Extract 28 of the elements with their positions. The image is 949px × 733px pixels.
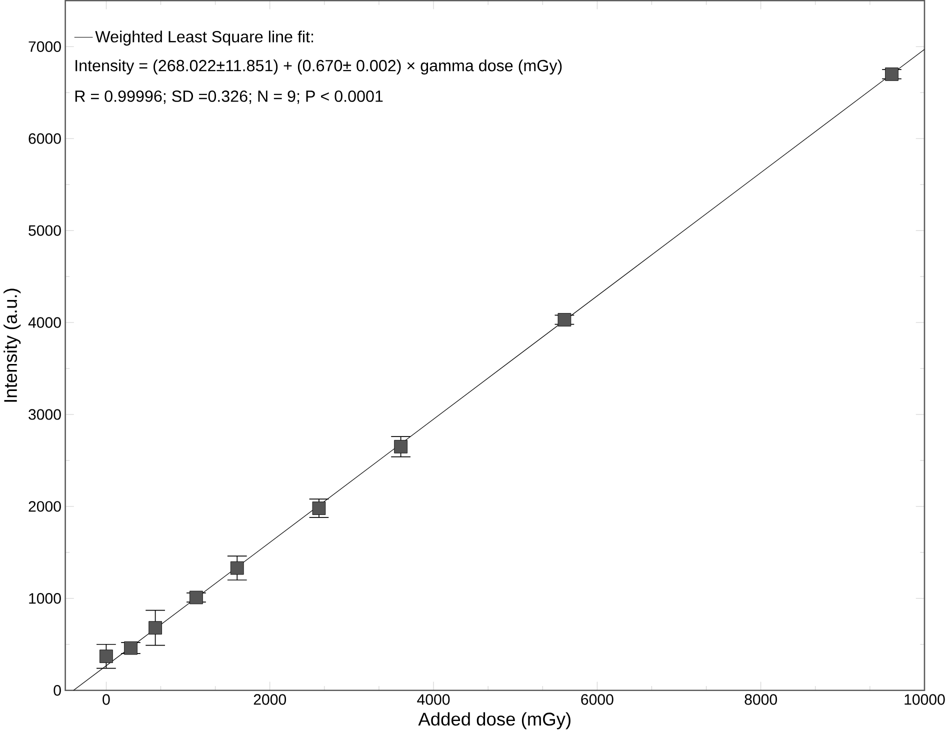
x-tick-label: 2000 — [254, 694, 286, 705]
point — [394, 440, 408, 454]
y-tick-label: 6000 — [28, 133, 61, 144]
x-tick-label: 8000 — [744, 694, 777, 705]
x-axis-title: Added dose (mGy) — [418, 712, 570, 730]
point — [100, 650, 113, 664]
legend-label: Weighted Least Square line fit: — [95, 30, 314, 46]
x-tick-label: 0 — [102, 694, 110, 705]
annotation: R = 0.99996; SD =0.326; N = 9; P < 0.0001 — [75, 90, 383, 104]
point — [124, 641, 138, 655]
y-axis-title: Intensity (a.u.) — [4, 288, 21, 402]
point — [558, 313, 572, 326]
y-tick-label: 0 — [54, 685, 61, 696]
y-tick-label: 1000 — [29, 593, 61, 604]
y-tick-label: 3000 — [28, 409, 61, 420]
y-tick-label: 5000 — [28, 225, 61, 236]
point — [190, 590, 203, 604]
point — [312, 502, 326, 516]
y-tick-label: 2000 — [28, 501, 61, 512]
point — [230, 561, 244, 575]
point — [148, 621, 162, 635]
x-tick-label: 4000 — [417, 694, 450, 705]
point — [885, 68, 898, 81]
annotation: Intensity = (268.022±11.851) + (0.670± 0.002) × gamma dose (mGy) — [76, 60, 562, 75]
x-tick-label: 10000 — [904, 694, 945, 705]
y-tick-label: 4000 — [28, 317, 61, 328]
x-tick-label: 6000 — [581, 694, 614, 705]
y-tick-label: 7000 — [28, 41, 61, 52]
